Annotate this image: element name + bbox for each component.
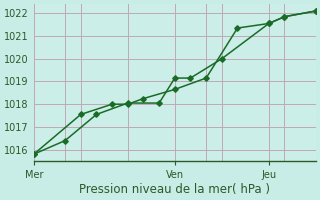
X-axis label: Pression niveau de la mer( hPa ): Pression niveau de la mer( hPa ) [79, 183, 270, 196]
